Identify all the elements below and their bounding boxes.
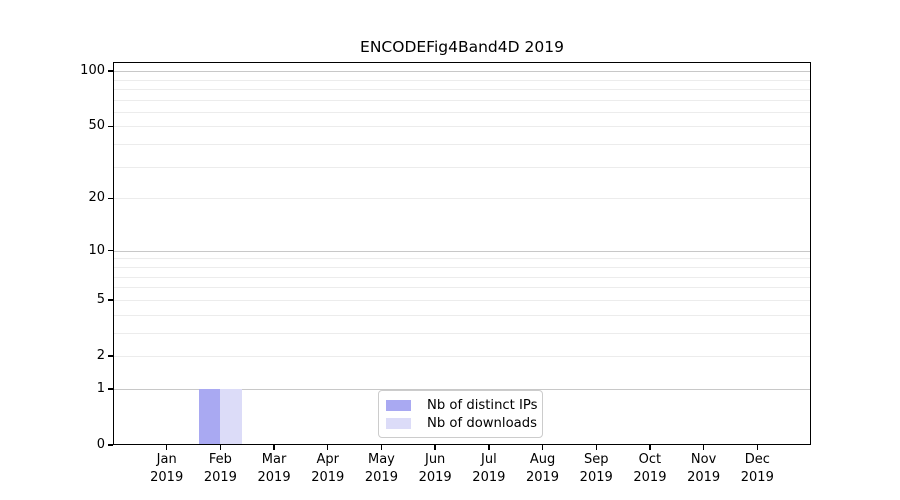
bar-nb-of-distinct-ips: [198, 388, 221, 445]
y-tick-label: 10: [88, 242, 105, 258]
x-tick-mark: [434, 445, 436, 450]
y-tick-label: 1: [96, 380, 105, 396]
gridline-major: [113, 250, 811, 252]
x-tick-label: Sep 2019: [579, 452, 613, 485]
gridline-minor: [113, 88, 811, 90]
gridline-minor: [113, 99, 811, 101]
y-tick-label: 20: [88, 190, 105, 206]
gridline-minor: [113, 332, 811, 334]
gridline-minor: [113, 198, 811, 200]
y-tick-mark: [108, 125, 113, 128]
gridline-minor: [113, 79, 811, 81]
y-tick-label: 2: [96, 347, 105, 363]
x-tick-label: Feb 2019: [203, 452, 237, 485]
x-tick-label: Nov 2019: [687, 452, 721, 485]
y-tick-label: 50: [88, 118, 105, 134]
x-tick-label: Jul 2019: [472, 452, 506, 485]
x-tick-mark: [327, 445, 329, 450]
x-tick-mark: [541, 445, 544, 450]
x-tick-label: Oct 2019: [633, 452, 667, 485]
bar-nb-of-downloads: [220, 388, 242, 445]
legend-swatch: [386, 399, 411, 411]
x-tick-mark: [165, 445, 168, 450]
x-tick-mark: [273, 445, 275, 450]
x-tick-label: May 2019: [364, 452, 398, 485]
x-tick-label: Jan 2019: [150, 452, 184, 485]
y-tick-label: 0: [96, 437, 105, 452]
plot-area: [113, 62, 811, 445]
gridline-minor: [113, 258, 811, 260]
gridline-minor: [113, 276, 811, 278]
x-tick-label: Apr 2019: [311, 452, 345, 485]
legend-label: Nb of distinct IPs: [427, 397, 538, 413]
legend-label: Nb of downloads: [427, 415, 537, 431]
x-tick-mark: [380, 445, 383, 450]
gridline-minor: [113, 144, 811, 146]
y-tick-mark: [108, 299, 113, 301]
y-tick-mark: [108, 70, 113, 72]
x-tick-mark: [595, 445, 597, 450]
y-tick-mark: [108, 197, 113, 200]
y-tick-mark: [108, 444, 113, 446]
gridline-minor: [113, 166, 811, 168]
x-tick-label: Dec 2019: [740, 452, 774, 485]
x-tick-label: Mar 2019: [257, 452, 291, 485]
legend-row: Nb of distinct IPs: [386, 397, 538, 413]
x-tick-mark: [649, 445, 651, 450]
gridline-minor: [113, 355, 811, 357]
y-tick-label: 5: [96, 291, 105, 307]
gridline-minor: [113, 299, 811, 301]
x-tick-label: Aug 2019: [525, 452, 560, 485]
legend: Nb of distinct IPs Nb of downloads: [378, 390, 543, 438]
y-tick-label: 100: [80, 63, 105, 79]
x-tick-mark: [756, 445, 758, 450]
legend-swatch: [386, 417, 411, 429]
gridline-minor: [113, 266, 811, 268]
x-tick-mark: [219, 445, 222, 450]
x-tick-mark: [702, 445, 705, 450]
gridline-major: [113, 71, 811, 73]
gridline-minor: [113, 111, 811, 113]
x-tick-label: Jun 2019: [418, 452, 452, 485]
chart-title: ENCODEFig4Band4D 2019: [360, 38, 564, 56]
x-tick-mark: [488, 445, 490, 450]
y-tick-mark: [108, 355, 113, 357]
legend-row: Nb of downloads: [386, 415, 537, 431]
gridline-minor: [113, 287, 811, 289]
gridline-minor: [113, 126, 811, 128]
gridline-minor: [113, 314, 811, 316]
y-tick-mark: [108, 388, 113, 390]
gridline-major: [113, 388, 811, 390]
y-tick-mark: [108, 250, 113, 252]
